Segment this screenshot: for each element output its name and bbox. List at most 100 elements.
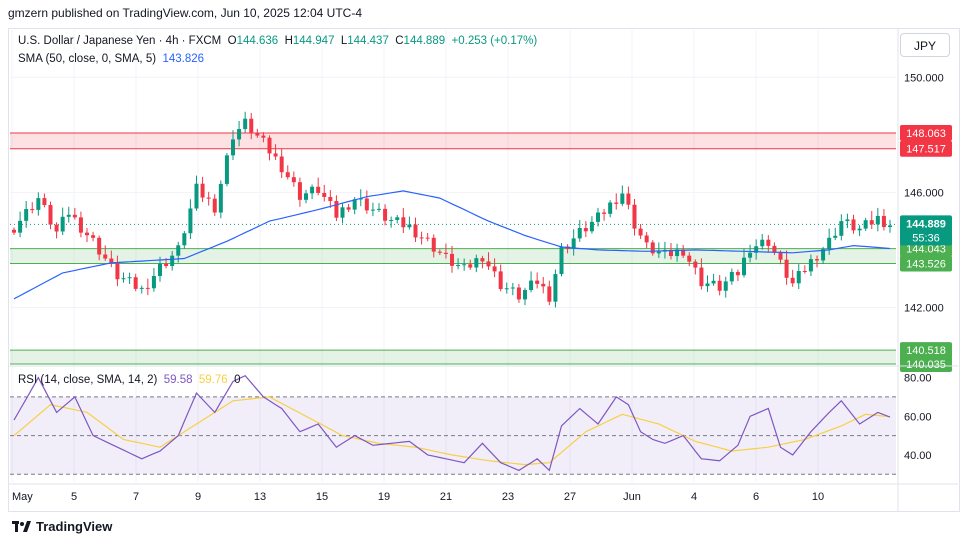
candle-body[interactable] (97, 237, 102, 255)
candle-body[interactable] (869, 220, 874, 225)
candle-body[interactable] (133, 277, 138, 289)
candle-body[interactable] (833, 235, 838, 238)
candle-body[interactable] (297, 182, 302, 200)
candle-body[interactable] (656, 251, 661, 254)
candle-body[interactable] (285, 172, 290, 178)
candle-body[interactable] (103, 254, 108, 259)
candle-body[interactable] (504, 288, 509, 290)
rsi-line[interactable] (13, 374, 891, 472)
candle-body[interactable] (340, 207, 345, 218)
candle-body[interactable] (72, 214, 77, 218)
candle-body[interactable] (699, 267, 704, 287)
candle-body[interactable] (687, 255, 692, 262)
candle-body[interactable] (243, 118, 248, 130)
candle-body[interactable] (559, 246, 564, 275)
candle-body[interactable] (364, 198, 369, 211)
candle-body[interactable] (66, 214, 71, 217)
candle-body[interactable] (462, 264, 467, 266)
candle-body[interactable] (583, 228, 588, 232)
candle-body[interactable] (291, 177, 296, 183)
symbol-label[interactable]: U.S. Dollar / Japanese Yen · 4h · FXCM (18, 35, 222, 47)
candle-body[interactable] (322, 192, 327, 197)
candle-body[interactable] (407, 224, 412, 228)
candle-body[interactable] (638, 228, 643, 236)
candle-body[interactable] (596, 212, 600, 222)
currency-button[interactable]: JPY (900, 33, 950, 57)
candle-body[interactable] (431, 237, 436, 252)
zone-support-lower[interactable] (10, 350, 896, 364)
candle-body[interactable] (486, 261, 491, 267)
candle-body[interactable] (711, 280, 716, 284)
candle-body[interactable] (589, 221, 594, 232)
candle-body[interactable] (109, 258, 114, 263)
candle-body[interactable] (480, 258, 485, 262)
candle-body[interactable] (705, 283, 710, 287)
candle-body[interactable] (784, 259, 789, 278)
candle-body[interactable] (425, 237, 430, 239)
candle-body[interactable] (188, 208, 193, 234)
candle-body[interactable] (200, 183, 205, 198)
candle-body[interactable] (553, 274, 558, 302)
candle-body[interactable] (614, 202, 619, 204)
candle-body[interactable] (821, 249, 826, 261)
candle-body[interactable] (748, 252, 753, 258)
candle-body[interactable] (863, 220, 868, 229)
candle-body[interactable] (693, 261, 698, 268)
candle-body[interactable] (401, 217, 406, 228)
candle-body[interactable] (754, 246, 759, 253)
candle-body[interactable] (389, 219, 394, 221)
candle-body[interactable] (498, 271, 503, 290)
candle-body[interactable] (492, 266, 497, 272)
candle-body[interactable] (18, 220, 23, 233)
candle-body[interactable] (352, 199, 357, 210)
candle-body[interactable] (85, 232, 89, 236)
candle-body[interactable] (742, 257, 746, 276)
candle-body[interactable] (857, 228, 862, 231)
candle-body[interactable] (443, 252, 448, 254)
candle-body[interactable] (255, 133, 260, 136)
candle-body[interactable] (78, 217, 83, 233)
candle-body[interactable] (54, 224, 59, 232)
candle-body[interactable] (681, 249, 686, 256)
candle-body[interactable] (535, 280, 540, 284)
candle-body[interactable] (845, 219, 850, 222)
candle-body[interactable] (182, 233, 187, 246)
candle-body[interactable] (231, 139, 235, 156)
candle-body[interactable] (194, 183, 199, 209)
candle-body[interactable] (796, 271, 801, 284)
candle-body[interactable] (772, 245, 777, 253)
candle-body[interactable] (827, 237, 832, 250)
candle-body[interactable] (875, 215, 880, 225)
candle-body[interactable] (760, 239, 765, 247)
candle-body[interactable] (541, 283, 546, 287)
candle-body[interactable] (468, 264, 473, 268)
candle-body[interactable] (158, 263, 162, 276)
candle-body[interactable] (547, 286, 552, 302)
candle-body[interactable] (669, 249, 673, 257)
candle-body[interactable] (644, 235, 649, 243)
candle-body[interactable] (261, 135, 266, 138)
candle-body[interactable] (450, 253, 454, 266)
candle-body[interactable] (12, 229, 16, 233)
candle-body[interactable] (176, 245, 181, 256)
candle-body[interactable] (377, 208, 381, 210)
candle-body[interactable] (413, 224, 418, 238)
candle-body[interactable] (620, 193, 625, 204)
candle-body[interactable] (218, 183, 223, 213)
zone-resistance[interactable] (10, 132, 896, 149)
footer-brand[interactable]: TradingView (12, 519, 112, 534)
candle-body[interactable] (650, 242, 655, 254)
rsi-legend[interactable]: RSI (14, close, SMA, 14, 2) 59.58 59.76 … (18, 374, 240, 386)
candle-body[interactable] (310, 186, 315, 194)
candle-body[interactable] (164, 263, 169, 267)
candle-body[interactable] (419, 237, 424, 239)
candle-body[interactable] (30, 209, 35, 211)
candle-body[interactable] (115, 262, 120, 280)
candle-body[interactable] (881, 215, 886, 228)
candle-body[interactable] (304, 193, 308, 200)
candle-body[interactable] (456, 265, 461, 267)
candle-body[interactable] (717, 280, 722, 291)
candle-body[interactable] (316, 186, 321, 193)
candle-body[interactable] (808, 259, 813, 272)
